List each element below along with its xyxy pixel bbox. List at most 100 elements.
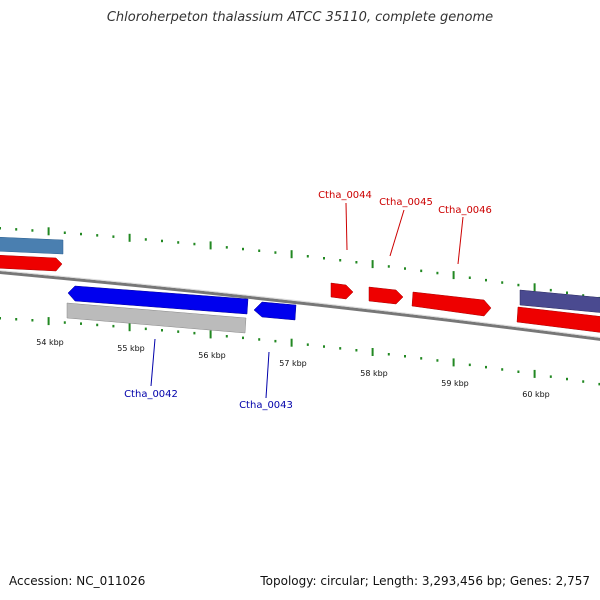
inner-tick-mark	[420, 357, 423, 360]
outer-tick-mark	[436, 271, 439, 275]
inner-tick-mark	[323, 345, 325, 348]
inner-tick-mark	[63, 321, 66, 324]
genome-summary-text: Topology: circular; Length: 3,293,456 bp…	[260, 574, 590, 588]
inner-tick-mark	[452, 358, 455, 367]
inner-tick-mark	[128, 323, 131, 332]
inner-tick-mark	[306, 343, 309, 346]
inner-tick-mark	[47, 317, 50, 326]
inner-tick-mark	[258, 338, 261, 341]
ruler-label-54kbp: 54 kbp	[36, 338, 64, 347]
gene-ctha-0044[interactable]	[330, 282, 354, 300]
outer-tick-mark	[31, 229, 34, 232]
ruler-label-60kbp: 60 kbp	[522, 390, 550, 399]
gene-ctha-0046[interactable]	[411, 291, 492, 317]
outer-tick-mark	[371, 260, 374, 269]
ruler-label-55kbp: 55 kbp	[117, 344, 145, 353]
gene-gray-reverse[interactable]	[66, 302, 247, 334]
outer-tick-mark	[225, 246, 228, 249]
outer-tick-mark	[355, 261, 358, 264]
outer-tick-mark	[112, 235, 115, 238]
outer-tick-mark	[161, 239, 163, 243]
outer-tick-mark	[582, 294, 585, 297]
outer-tick-mark	[339, 259, 342, 262]
label-ctha-0045: Ctha_0045	[379, 197, 433, 208]
inner-tick-mark	[177, 330, 180, 333]
callout-line-ctha-0046	[457, 216, 464, 265]
inner-tick-mark	[582, 380, 585, 383]
outer-tick-mark	[517, 283, 520, 287]
outer-tick-mark	[290, 250, 293, 259]
inner-tick-mark	[161, 329, 163, 332]
outer-tick-mark	[193, 242, 196, 246]
outer-tick-mark	[404, 267, 406, 270]
outer-tick-mark	[209, 241, 212, 250]
outer-tick-mark	[566, 291, 568, 294]
outer-tick-mark	[15, 228, 18, 231]
outer-tick-mark	[63, 231, 66, 234]
ruler-label-56kbp: 56 kbp	[198, 351, 226, 360]
callout-line-ctha-0042	[150, 338, 156, 387]
inner-tick-mark	[485, 365, 487, 369]
inner-tick-mark	[404, 355, 406, 358]
outer-tick-mark	[323, 257, 325, 260]
inner-tick-mark	[517, 370, 520, 373]
outer-tick-mark	[387, 265, 390, 268]
gene-ctha-0042[interactable]	[67, 285, 249, 315]
label-ctha-0042: Ctha_0042	[124, 389, 178, 400]
label-ctha-0043: Ctha_0043	[239, 400, 293, 411]
outer-tick-mark	[485, 278, 487, 282]
gene-ctha-0045[interactable]	[368, 286, 404, 305]
callout-line-ctha-0043	[265, 351, 270, 399]
outer-tick-mark	[274, 251, 277, 254]
outer-tick-mark	[452, 271, 455, 280]
outer-tick-mark	[177, 241, 180, 244]
inner-tick-mark	[501, 368, 504, 371]
callout-line-ctha-0045	[389, 209, 405, 257]
inner-tick-mark	[436, 359, 439, 362]
gene-ctha-0043[interactable]	[253, 301, 297, 321]
gene-red-right[interactable]	[516, 306, 600, 333]
inner-tick-mark	[112, 324, 115, 328]
gene-red-left[interactable]	[0, 254, 63, 272]
accession-text: Accession: NC_011026	[9, 574, 146, 588]
inner-tick-mark	[598, 382, 600, 386]
inner-tick-mark	[144, 327, 147, 331]
inner-tick-mark	[0, 317, 1, 320]
inner-tick-mark	[96, 323, 99, 327]
outer-tick-mark	[242, 247, 244, 251]
inner-tick-mark	[209, 330, 212, 339]
outer-tick-mark	[468, 276, 471, 279]
inner-tick-mark	[193, 331, 196, 335]
genome-title: Chloroherpeton thalassium ATCC 35110, co…	[106, 10, 494, 25]
outer-tick-mark	[533, 283, 536, 292]
outer-tick-mark	[47, 227, 50, 236]
inner-tick-mark	[274, 339, 277, 343]
outer-tick-mark	[420, 269, 423, 273]
ruler-label-57kbp: 57 kbp	[279, 359, 307, 368]
outer-tick-mark	[501, 281, 504, 284]
outer-tick-mark	[258, 249, 261, 252]
outer-tick-mark	[549, 288, 552, 292]
inner-tick-mark	[290, 338, 293, 347]
outer-tick-mark	[80, 232, 82, 236]
inner-tick-mark	[31, 319, 34, 322]
inner-tick-row	[0, 317, 600, 386]
label-ctha-0046: Ctha_0046	[438, 205, 492, 216]
outer-tick-mark	[0, 227, 1, 230]
outer-tick-mark	[128, 233, 131, 242]
inner-tick-mark	[15, 318, 18, 321]
inner-tick-mark	[549, 375, 552, 378]
inner-tick-mark	[387, 353, 390, 356]
inner-tick-mark	[533, 369, 536, 378]
inner-tick-mark	[339, 347, 342, 350]
inner-tick-mark	[242, 336, 244, 340]
outer-tick-mark	[144, 238, 147, 241]
inner-tick-mark	[225, 335, 228, 338]
gene-slate-right[interactable]	[519, 289, 600, 313]
label-ctha-0044: Ctha_0044	[318, 190, 372, 201]
gene-steelblue-left[interactable]	[0, 236, 64, 255]
callout-line-ctha-0044	[345, 202, 348, 251]
inner-tick-mark	[566, 377, 568, 381]
ruler-label-58kbp: 58 kbp	[360, 369, 388, 378]
